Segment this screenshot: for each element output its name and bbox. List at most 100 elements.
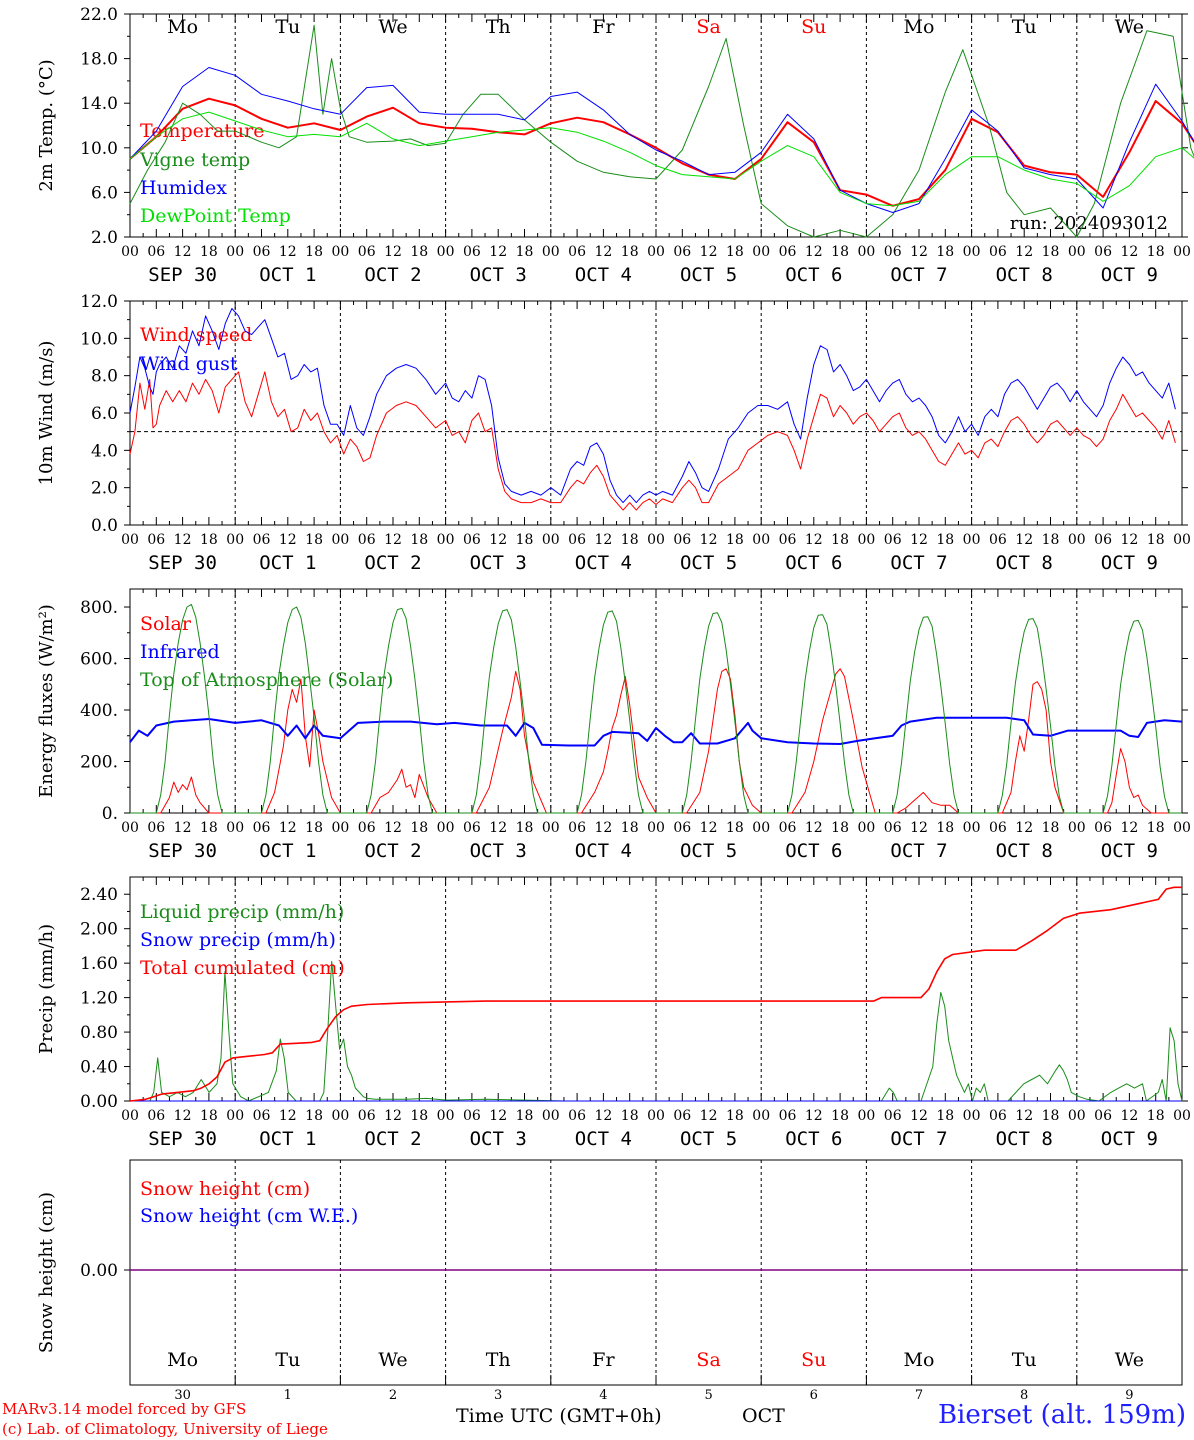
- date-label: OCT 1: [259, 1128, 316, 1150]
- date-label: OCT 4: [575, 264, 632, 286]
- hour-tick-label: 18: [726, 820, 744, 836]
- hour-tick-label: 00: [542, 532, 560, 548]
- date-label: OCT 4: [575, 840, 632, 862]
- hour-tick-label: 18: [726, 532, 744, 548]
- date-label: OCT 6: [785, 264, 842, 286]
- hour-tick-label: 00: [963, 244, 981, 260]
- hour-tick-label: 18: [621, 1108, 639, 1124]
- hour-tick-label: 00: [963, 532, 981, 548]
- y-tick-label: 10.0: [80, 329, 118, 349]
- series-line-liquid-precip-mm-h-: [130, 960, 1183, 1102]
- hour-tick-label: 06: [147, 532, 165, 548]
- hour-tick-label: 00: [647, 820, 665, 836]
- hour-tick-label: 12: [594, 1108, 612, 1124]
- hour-tick-label: 12: [700, 1108, 718, 1124]
- date-label: OCT 9: [1101, 264, 1158, 286]
- hour-tick-label: 00: [121, 1108, 139, 1124]
- hour-tick-label: 12: [174, 820, 192, 836]
- hour-tick-label: 18: [1042, 820, 1060, 836]
- hour-tick-label: 06: [253, 1108, 271, 1124]
- hour-tick-label: 06: [779, 244, 797, 260]
- hour-tick-label: 06: [989, 820, 1007, 836]
- day-name-top: Mo: [167, 16, 198, 38]
- legend-snow-height-cm-: Snow height (cm): [140, 1178, 310, 1200]
- series-line-humidex: [129, 67, 1194, 213]
- y-tick-label: 0.00: [80, 1261, 118, 1281]
- day-name-bottom: We: [1115, 1349, 1144, 1371]
- date-label: OCT 5: [680, 552, 737, 574]
- hour-tick-label: 00: [1068, 820, 1086, 836]
- series-line-temperature: [129, 97, 1194, 207]
- hour-tick-label: 06: [673, 820, 691, 836]
- hour-tick-label: 00: [1173, 1108, 1191, 1124]
- hour-tick-label: 18: [1042, 532, 1060, 548]
- hour-tick-label: 18: [410, 820, 428, 836]
- day-name-bottom: Mo: [904, 1349, 935, 1371]
- hour-tick-label: 06: [673, 1108, 691, 1124]
- hour-tick-label: 06: [147, 244, 165, 260]
- day-name-bottom: Th: [486, 1349, 511, 1371]
- y-tick-label: 8.0: [91, 367, 118, 387]
- hour-tick-label: 12: [384, 532, 402, 548]
- hour-tick-label: 06: [989, 1108, 1007, 1124]
- hour-tick-label: 12: [489, 244, 507, 260]
- date-label: OCT 9: [1101, 840, 1158, 862]
- day-name-top: Tu: [275, 16, 300, 38]
- hour-tick-label: 06: [673, 532, 691, 548]
- hour-tick-label: 00: [752, 532, 770, 548]
- day-name-bottom: Sa: [696, 1349, 720, 1371]
- hour-tick-label: 06: [1094, 244, 1112, 260]
- date-label: OCT 5: [680, 840, 737, 862]
- legend-total-cumulated-cm-: Total cumulated (cm): [140, 957, 345, 979]
- date-label: OCT 9: [1101, 552, 1158, 574]
- hour-tick-label: 12: [594, 532, 612, 548]
- date-label: OCT 1: [259, 264, 316, 286]
- y-tick-label: 2.0: [91, 228, 118, 248]
- day-number-bottom: 1: [284, 1388, 292, 1403]
- hour-tick-label: 00: [857, 1108, 875, 1124]
- hour-tick-label: 18: [726, 244, 744, 260]
- hour-tick-label: 06: [253, 532, 271, 548]
- hour-tick-label: 06: [463, 820, 481, 836]
- hour-tick-label: 06: [989, 244, 1007, 260]
- hour-tick-label: 18: [936, 244, 954, 260]
- series-line-infrared: [129, 716, 1183, 747]
- day-name-bottom: Fr: [592, 1349, 615, 1371]
- hour-tick-label: 06: [253, 820, 271, 836]
- hour-tick-label: 06: [147, 820, 165, 836]
- hour-tick-label: 12: [1120, 244, 1138, 260]
- hour-tick-label: 00: [752, 244, 770, 260]
- hour-tick-label: 12: [910, 1108, 928, 1124]
- hour-tick-label: 18: [305, 1108, 323, 1124]
- hour-tick-label: 00: [542, 244, 560, 260]
- hour-tick-label: 00: [963, 1108, 981, 1124]
- date-label: OCT 3: [470, 840, 527, 862]
- hour-tick-label: 12: [279, 820, 297, 836]
- hour-tick-label: 06: [253, 244, 271, 260]
- hour-tick-label: 18: [936, 820, 954, 836]
- hour-tick-label: 00: [647, 244, 665, 260]
- hour-tick-label: 12: [910, 244, 928, 260]
- hour-tick-label: 00: [647, 1108, 665, 1124]
- legend-snow-precip-mm-h-: Snow precip (mm/h): [140, 929, 336, 951]
- day-name-top: Tu: [1012, 16, 1037, 38]
- hour-tick-label: 18: [200, 244, 218, 260]
- hour-tick-label: 06: [884, 1108, 902, 1124]
- series-line-solar: [130, 668, 1182, 814]
- hour-tick-label: 06: [989, 532, 1007, 548]
- y-tick-label: 6.0: [91, 183, 118, 203]
- hour-tick-label: 18: [1147, 1108, 1165, 1124]
- date-label: SEP 30: [148, 552, 217, 574]
- day-name-bottom: We: [378, 1349, 407, 1371]
- hour-tick-label: 00: [437, 820, 455, 836]
- hour-tick-label: 18: [621, 820, 639, 836]
- hour-tick-label: 12: [174, 1108, 192, 1124]
- y-tick-label: 2.00: [80, 920, 118, 940]
- y-tick-label: 4.0: [91, 441, 118, 461]
- hour-tick-label: 00: [1068, 1108, 1086, 1124]
- y-axis-label: Energy fluxes (W/m²): [36, 604, 57, 798]
- hour-tick-label: 12: [805, 532, 823, 548]
- date-label: OCT 7: [890, 264, 947, 286]
- legend-dewpoint-temp: DewPoint Temp: [140, 205, 291, 227]
- hour-tick-label: 06: [568, 532, 586, 548]
